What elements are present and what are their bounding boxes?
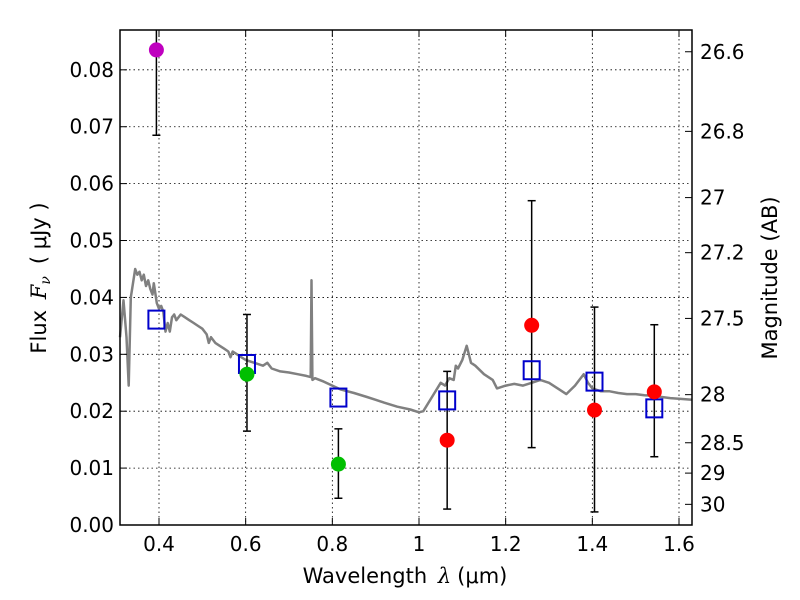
x-tick-label: 0.8: [316, 532, 348, 556]
plot-frame: [119, 29, 693, 526]
y-axis-label-unit: ( μJy ): [27, 202, 51, 264]
observed-flux-point: [239, 366, 255, 382]
y-tick-label: 0.00: [69, 513, 114, 537]
x-tick-label: 1.2: [490, 532, 522, 556]
observed-flux-point: [439, 432, 455, 448]
axis-ticks: 0.4 0.6 0.8 1 1.2 1.4 1.6 0.00 0.01 0.02 0.03 0.04 0…: [69, 30, 745, 556]
y-tick-label: 0.04: [69, 285, 114, 309]
model-photometry-square: [438, 390, 457, 411]
right-tick-label: 30: [700, 492, 725, 516]
right-tick-label: 28: [700, 383, 725, 407]
sed-model-line: [118, 267, 693, 414]
right-tick-label: 29: [700, 461, 725, 485]
points-layer: [147, 30, 664, 513]
y-tick-label: 0.07: [69, 115, 114, 139]
y-axis-label-symbol: F: [27, 283, 51, 300]
right-tick-label: 26.8: [700, 119, 745, 143]
observed-flux-point: [148, 42, 164, 58]
observed-flux-point: [524, 317, 540, 333]
observed-flux-point: [330, 456, 346, 472]
x-tick-label: 1.6: [663, 532, 695, 556]
y-tick-label: 0.02: [69, 399, 114, 423]
y-tick-label: 0.05: [69, 229, 114, 253]
model-photometry-square: [522, 360, 541, 381]
model-photometry-square: [585, 371, 604, 392]
observed-flux-point: [587, 402, 602, 418]
y-tick-label: 0.03: [69, 342, 114, 366]
x-tick-label: 1.4: [576, 532, 608, 556]
y-tick-label: 0.08: [69, 58, 114, 82]
y-axis-label-subscript: ν: [38, 276, 54, 285]
x-tick-label: 1: [413, 532, 426, 556]
x-tick-label: 0.6: [230, 532, 262, 556]
x-axis-label-symbol: λ: [437, 564, 451, 588]
x-axis-label: Wavelength λ (μm): [303, 564, 508, 588]
y-axis-label: Flux Fν ( μJy ): [27, 202, 54, 353]
right-tick-label: 27.5: [700, 306, 745, 330]
x-axis-label-unit: (μm): [457, 564, 507, 588]
x-tick-label: 0.4: [143, 532, 175, 556]
y-tick-label: 0.06: [69, 172, 114, 196]
model-photometry-square: [147, 309, 166, 330]
model-photometry-square: [329, 387, 348, 408]
y-tick-label: 0.01: [69, 456, 114, 480]
y-axis-label-prefix: Flux: [27, 303, 51, 353]
right-tick-label: 27: [700, 186, 725, 210]
grid-lines: [120, 30, 692, 526]
right-tick-label: 26.6: [700, 40, 745, 64]
sed-layer: [118, 267, 693, 414]
right-tick-label: 28.5: [700, 431, 745, 455]
right-axis-label: Magnitude (AB): [758, 196, 782, 359]
observed-flux-point: [646, 384, 662, 400]
x-axis-label-prefix: Wavelength: [303, 564, 434, 588]
right-tick-label: 27.2: [700, 241, 745, 265]
